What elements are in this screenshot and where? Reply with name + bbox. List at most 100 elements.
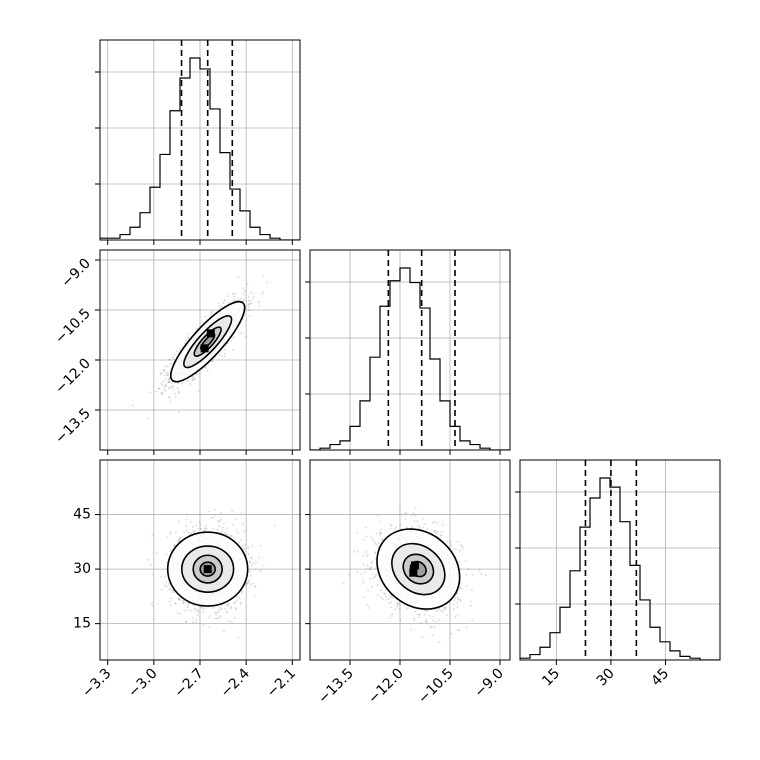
scatter-point [168, 377, 171, 379]
scatter-point [186, 380, 189, 383]
scatter-point [221, 530, 224, 532]
scatter-point [412, 512, 415, 515]
scatter-point [249, 303, 252, 306]
scatter-point [362, 563, 365, 566]
scatter-point [420, 622, 423, 624]
scatter-point [215, 611, 218, 614]
scatter-point [439, 534, 442, 537]
scatter-point [252, 295, 255, 298]
scatter-point [212, 607, 215, 609]
scatter-point [161, 392, 164, 395]
scatter-point [220, 518, 222, 521]
scatter-point [233, 299, 236, 302]
scatter-point [471, 588, 473, 591]
scatter-point [425, 619, 428, 621]
scatter-point [385, 595, 387, 598]
scatter-point [167, 372, 170, 375]
hist-step-line-1 [310, 267, 510, 450]
scatter-point [241, 590, 244, 593]
scatter-point [217, 617, 220, 620]
scatter-point [191, 621, 194, 624]
scatter-point [132, 404, 135, 407]
scatter-point [411, 526, 413, 529]
scatter-point [237, 297, 240, 300]
scatter-point [218, 609, 221, 612]
scatter-point [409, 628, 412, 631]
scatter-point [249, 583, 252, 586]
scatter-point [480, 573, 483, 576]
scatter-point [178, 598, 181, 601]
scatter-point [167, 381, 170, 384]
scatter-point [228, 535, 231, 538]
scatter-point [370, 560, 373, 563]
scatter-point [224, 348, 226, 351]
scatter-point [478, 569, 481, 571]
scatter-point [211, 360, 214, 363]
scatter-point [185, 518, 188, 521]
scatter-point [180, 536, 183, 539]
scatter-point [198, 520, 201, 523]
scatter-point [374, 574, 377, 576]
scatter-point [389, 596, 392, 599]
scatter-point [217, 611, 220, 614]
density-peak-1 [409, 568, 418, 577]
scatter-point [458, 629, 461, 632]
scatter-point [371, 585, 373, 588]
scatter-point [219, 607, 221, 609]
scatter-point [150, 602, 153, 605]
scatter-point [233, 292, 236, 295]
pair-panel-0-1 [95, 249, 301, 455]
scatter-point [398, 608, 401, 610]
scatter-point [226, 533, 229, 536]
scatter-point [168, 359, 170, 361]
ytick-label-p2-1: 30 [73, 561, 91, 577]
scatter-point [418, 525, 421, 528]
scatter-point [248, 560, 251, 563]
scatter-point [238, 597, 241, 600]
scatter-point [147, 558, 150, 561]
scatter-point [387, 598, 390, 600]
scatter-point [218, 305, 220, 308]
hist-frame-0 [99, 39, 301, 241]
scatter-point [413, 617, 416, 620]
scatter-point [369, 578, 372, 580]
scatter-point [165, 378, 167, 381]
scatter-point [168, 396, 171, 398]
scatter-point [382, 598, 384, 601]
scatter-point [452, 548, 454, 551]
scatter-point [369, 568, 372, 571]
scatter-point [166, 585, 168, 588]
scatter-point [149, 563, 152, 566]
scatter-point [369, 568, 372, 571]
scatter-point [456, 601, 459, 604]
scatter-point [252, 562, 255, 565]
scatter-point [456, 541, 459, 543]
scatter-point [170, 382, 173, 385]
contour-line-0 [166, 531, 249, 607]
scatter-point [172, 388, 175, 391]
scatter-point [449, 540, 452, 543]
scatter-point [433, 625, 436, 628]
scatter-point [184, 609, 187, 612]
scatter-point [155, 390, 158, 393]
scatter-point [234, 518, 237, 521]
scatter-point [161, 384, 164, 386]
scatter-point [202, 611, 205, 614]
scatter-point [246, 283, 249, 285]
scatter-point [373, 551, 376, 554]
scatter-point [226, 342, 229, 345]
scatter-point [167, 374, 169, 376]
scatter-point [411, 514, 414, 517]
scatter-point [438, 619, 441, 621]
scatter-point [356, 570, 359, 573]
scatter-point [217, 520, 220, 523]
scatter-point [167, 583, 170, 585]
scatter-point [204, 607, 207, 610]
scatter-point [218, 525, 221, 528]
scatter-point [363, 571, 366, 573]
scatter-point [384, 593, 386, 596]
scatter-point [375, 567, 377, 569]
scatter-point [375, 532, 378, 535]
scatter-point [193, 376, 196, 378]
scatter-point [188, 531, 191, 534]
